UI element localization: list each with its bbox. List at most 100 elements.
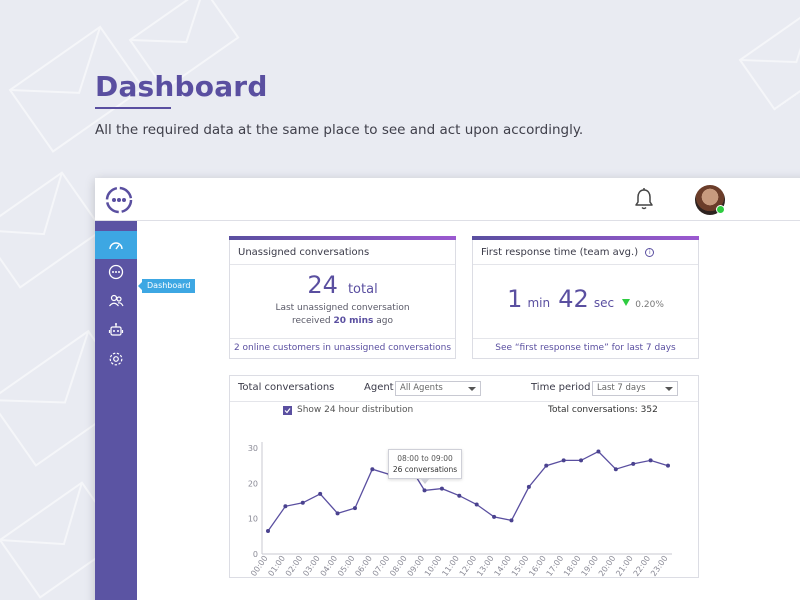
data-point <box>300 500 305 505</box>
unassigned-title: Unassigned conversations <box>238 247 370 258</box>
data-point <box>631 461 636 466</box>
y-tick-label: 10 <box>248 515 258 524</box>
y-tick-label: 30 <box>248 444 258 453</box>
x-tick-label: 05:00 <box>336 554 357 578</box>
top-bar <box>95 178 800 221</box>
response-sec-unit: sec <box>593 296 615 310</box>
y-tick-label: 20 <box>248 479 258 488</box>
x-tick-label: 03:00 <box>301 554 322 578</box>
first-response-title-text: First response time (team avg.) <box>481 247 639 258</box>
x-tick-label: 08:00 <box>388 554 409 578</box>
x-tick-label: 21:00 <box>614 554 635 578</box>
first-response-card: First response time (team avg.) i 1 min … <box>472 236 699 359</box>
response-seconds: 42 <box>558 285 589 313</box>
data-point <box>648 458 653 463</box>
time-period-select[interactable]: Last 7 days <box>592 381 678 396</box>
sidebar-item-conversations[interactable] <box>95 258 137 286</box>
x-tick-label: 06:00 <box>353 554 374 578</box>
x-tick-label: 09:00 <box>406 554 427 578</box>
time-period-value: Last 7 days <box>597 383 646 393</box>
agent-select[interactable]: All Agents <box>395 381 481 396</box>
x-tick-label: 17:00 <box>545 554 566 578</box>
received-prefix: received <box>292 316 331 326</box>
users-icon <box>109 294 124 307</box>
x-tick-label: 15:00 <box>510 554 531 578</box>
chart-tooltip: 08:00 to 09:00 26 conversations <box>388 449 462 484</box>
x-tick-label: 04:00 <box>319 554 340 578</box>
x-tick-label: 22:00 <box>632 554 653 578</box>
bell-icon[interactable] <box>633 187 655 211</box>
x-tick-label: 20:00 <box>597 554 618 578</box>
first-response-title: First response time (team avg.) i <box>481 247 655 258</box>
first-response-history-link[interactable]: See “first response time” for last 7 day… <box>495 343 676 353</box>
total-conversations-card: Total conversations Agent All Agents Tim… <box>229 375 699 578</box>
sidebar-item-dashboard[interactable] <box>95 231 137 259</box>
received-line: received 20 mins ago <box>230 316 455 326</box>
data-point <box>283 504 288 509</box>
sidebar-item-bots[interactable] <box>95 316 137 344</box>
data-point <box>596 449 601 454</box>
x-tick-label: 11:00 <box>440 554 461 578</box>
data-point <box>457 493 462 498</box>
sidebar-item-settings[interactable] <box>95 345 137 373</box>
card-divider <box>473 264 698 265</box>
data-point <box>474 502 479 507</box>
chart-tooltip-value: 26 conversations <box>392 465 458 474</box>
received-value: 20 mins <box>333 316 374 326</box>
trend-down-icon <box>622 299 631 306</box>
x-tick-label: 10:00 <box>423 554 444 578</box>
data-point <box>352 506 357 511</box>
gauge-icon <box>109 242 123 250</box>
app-window: Dashboard Unassigned conversations 24 to… <box>95 178 800 600</box>
sidebar-tooltip: Dashboard <box>137 279 196 293</box>
data-point <box>318 491 323 496</box>
data-point <box>561 458 566 463</box>
card-divider <box>230 264 455 265</box>
x-tick-label: 23:00 <box>649 554 670 578</box>
sidebar-item-users[interactable] <box>95 287 137 315</box>
conversations-line-chart: 010203000:0001:0002:0003:0004:0005:0006:… <box>248 442 672 578</box>
data-point <box>335 511 340 516</box>
x-tick-label: 18:00 <box>562 554 583 578</box>
series-line <box>267 450 669 532</box>
card-accent-bar <box>229 236 456 240</box>
logo-icon[interactable] <box>103 184 135 216</box>
data-point <box>613 467 618 472</box>
info-icon[interactable]: i <box>645 247 655 257</box>
chevron-down-icon <box>468 387 476 391</box>
agent-label: Agent <box>364 382 394 393</box>
response-minutes: 1 <box>507 285 523 313</box>
data-point <box>579 458 584 463</box>
received-suffix: ago <box>376 316 393 326</box>
title-underline <box>95 107 171 109</box>
data-point <box>666 463 670 468</box>
response-time-row: 1 min 42 sec 0.20% <box>473 285 698 313</box>
chart-tooltip-range: 08:00 to 09:00 <box>397 454 453 463</box>
y-tick-label: 0 <box>253 550 258 559</box>
x-tick-label: 14:00 <box>493 554 514 578</box>
data-point <box>439 486 444 491</box>
distribution-checkbox[interactable] <box>283 406 292 415</box>
distribution-checkbox-label[interactable]: Show 24 hour distribution <box>297 405 414 415</box>
page-subtitle: All the required data at the same place … <box>95 122 584 138</box>
x-tick-label: 19:00 <box>579 554 600 578</box>
data-point <box>509 518 514 523</box>
unassigned-count-row: 24 total <box>230 271 455 299</box>
card-divider <box>230 401 698 402</box>
unassigned-count-unit: total <box>347 282 378 297</box>
data-point <box>266 529 270 534</box>
card-accent-bar <box>472 236 699 240</box>
online-status-dot <box>716 205 725 214</box>
data-point <box>526 484 531 489</box>
checkmark-icon <box>284 408 291 414</box>
x-tick-label: 07:00 <box>371 554 392 578</box>
card-divider <box>473 338 698 339</box>
sidebar: Dashboard <box>95 221 196 600</box>
unassigned-count: 24 <box>307 271 338 299</box>
online-customers-link[interactable]: 2 online customers in unassigned convers… <box>233 343 452 353</box>
response-min-unit: min <box>527 296 551 310</box>
x-tick-label: 13:00 <box>475 554 496 578</box>
agent-select-value: All Agents <box>400 383 443 393</box>
bot-icon <box>108 323 124 336</box>
data-point <box>544 463 549 468</box>
